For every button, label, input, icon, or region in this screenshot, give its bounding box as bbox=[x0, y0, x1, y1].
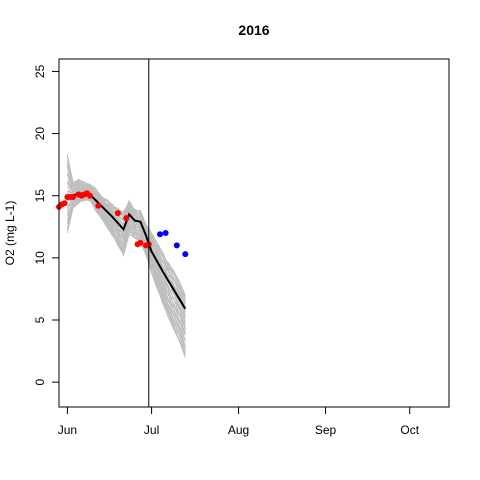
x-tick-label: Oct bbox=[400, 423, 419, 437]
y-tick-label: 25 bbox=[33, 64, 47, 78]
x-tick-label: Jul bbox=[144, 423, 159, 437]
observed-forecast-point bbox=[173, 242, 180, 249]
observed-fit-point bbox=[95, 202, 102, 209]
observed-fit-point bbox=[114, 210, 121, 217]
ensemble-band bbox=[66, 154, 186, 358]
observed-forecast-point bbox=[162, 230, 169, 236]
chart-title: 2016 bbox=[238, 22, 269, 38]
x-axis: Jun Jul Aug Sep Oct bbox=[58, 407, 420, 437]
median-line bbox=[66, 192, 187, 310]
y-axis-label: O2 (mg L-1) bbox=[3, 201, 17, 266]
y-tick-label: 0 bbox=[33, 378, 47, 385]
observed-fit-point bbox=[61, 200, 68, 207]
observed-forecast-point bbox=[157, 231, 163, 238]
observed-fit-point bbox=[86, 192, 93, 199]
x-tick-label: Jun bbox=[58, 423, 77, 437]
y-tick-label: 20 bbox=[33, 127, 47, 141]
y-axis: 0 5 10 15 20 25 bbox=[33, 64, 59, 385]
observed-forecast-point bbox=[182, 251, 189, 258]
x-tick-label: Sep bbox=[315, 423, 337, 437]
x-tick-label: Aug bbox=[228, 423, 249, 437]
plot-frame bbox=[58, 58, 450, 408]
observed-fit-series bbox=[56, 190, 152, 249]
observed-fit-point bbox=[70, 194, 76, 200]
ensemble-member-line bbox=[66, 154, 186, 296]
observed-fit-point bbox=[123, 215, 130, 222]
y-tick-label: 15 bbox=[33, 189, 47, 203]
observed-forecast-series bbox=[157, 230, 189, 258]
observed-fit-point bbox=[137, 239, 144, 246]
y-tick-label: 5 bbox=[33, 316, 47, 323]
median-series bbox=[66, 192, 187, 310]
y-tick-label: 10 bbox=[33, 251, 47, 265]
